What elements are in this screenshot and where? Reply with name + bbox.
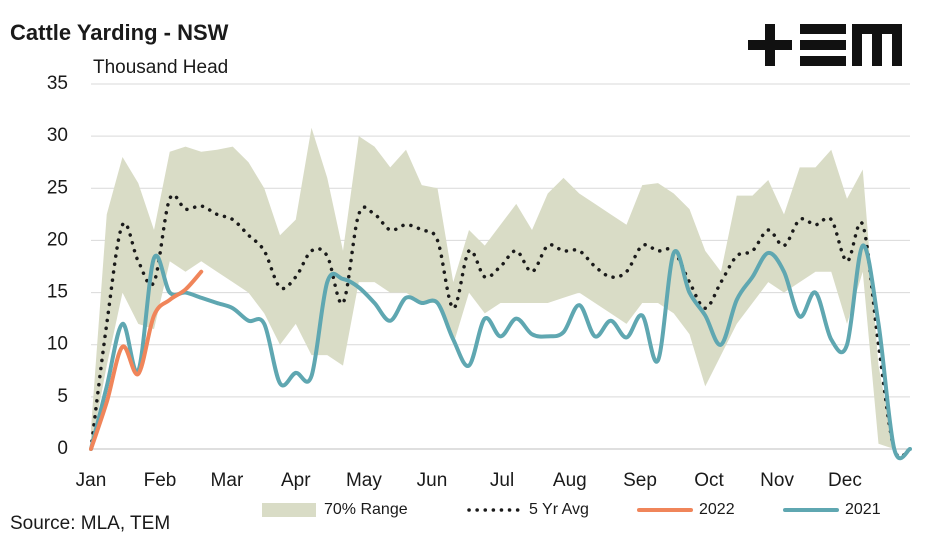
- x-tick-label: Apr: [281, 470, 311, 491]
- x-tick-label: Jul: [490, 470, 514, 491]
- legend-label: 5 Yr Avg: [529, 501, 589, 518]
- x-tick-label: Jan: [76, 470, 107, 491]
- y-tick-label: 35: [47, 73, 68, 94]
- source: Source: MLA, TEM: [10, 513, 170, 534]
- x-tick-label: Dec: [828, 470, 862, 491]
- legend-label: 2021: [845, 501, 881, 518]
- chart-subtitle: Thousand Head: [93, 57, 228, 78]
- x-tick-label: May: [346, 470, 382, 491]
- chart-title: Cattle Yarding - NSW: [10, 20, 229, 45]
- x-tick-label: Mar: [211, 470, 244, 491]
- logo: [748, 24, 902, 66]
- legend-label: 2022: [699, 501, 735, 518]
- legend-label: 70% Range: [324, 501, 408, 518]
- y-tick-label: 5: [57, 386, 68, 407]
- series-line: [89, 193, 912, 459]
- y-tick-label: 15: [47, 282, 68, 303]
- y-tick-label: 0: [57, 438, 68, 459]
- x-tick-label: Aug: [553, 470, 587, 491]
- x-tick-label: Jun: [417, 470, 448, 491]
- y-tick-label: 25: [47, 177, 68, 198]
- x-tick-label: Nov: [760, 470, 794, 491]
- y-tick-label: 10: [47, 334, 68, 355]
- legend-swatch: [262, 503, 316, 517]
- x-tick-label: Oct: [694, 470, 724, 491]
- range-band: [91, 127, 910, 450]
- x-tick-label: Sep: [623, 470, 657, 491]
- y-tick-label: 30: [47, 125, 68, 146]
- series-line: [89, 269, 204, 451]
- x-tick-label: Feb: [144, 470, 177, 491]
- y-tick-label: 20: [47, 229, 68, 250]
- series-line: [89, 243, 912, 461]
